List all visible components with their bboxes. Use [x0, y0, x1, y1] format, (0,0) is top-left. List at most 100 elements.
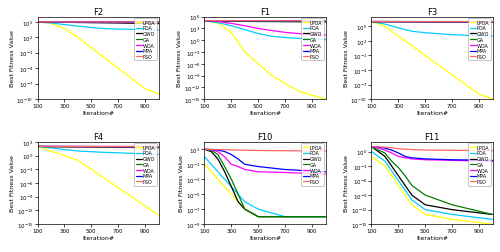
MPA [309, 20, 315, 23]
LPOA [296, 90, 302, 93]
LPOA [228, 193, 234, 196]
LPOA [490, 223, 496, 226]
LPOA [462, 84, 468, 87]
GWO [490, 213, 496, 216]
POA [202, 156, 207, 159]
WOA [309, 34, 315, 37]
GA [48, 145, 54, 148]
GA [388, 160, 394, 163]
PSO [115, 145, 121, 148]
GWO [202, 148, 207, 151]
PSO [422, 149, 428, 152]
MPA [75, 21, 81, 24]
MPA [382, 21, 388, 24]
GA [62, 145, 68, 148]
MPA [282, 20, 288, 23]
X-axis label: Iteration#: Iteration# [82, 235, 114, 240]
PSO [368, 146, 374, 149]
PSO [242, 149, 248, 152]
X-axis label: Iteration#: Iteration# [249, 110, 281, 115]
WOA [282, 171, 288, 174]
GWO [34, 145, 40, 148]
MPA [449, 159, 455, 162]
GA [115, 22, 121, 25]
WOA [409, 21, 415, 24]
Title: F4: F4 [93, 133, 103, 142]
GA [128, 22, 134, 25]
Line: GWO: GWO [38, 147, 158, 148]
GA [62, 21, 68, 24]
POA [322, 39, 328, 42]
Line: GA: GA [204, 21, 326, 23]
GA [449, 203, 455, 206]
LPOA [422, 213, 428, 216]
Legend: LPOA, POA, GWO, GA, WOA, MPA, PSO: LPOA, POA, GWO, GA, WOA, MPA, PSO [301, 19, 324, 61]
POA [242, 29, 248, 32]
MPA [256, 20, 262, 23]
GWO [490, 22, 496, 25]
POA [156, 153, 162, 156]
WOA [222, 156, 228, 159]
PSO [422, 21, 428, 24]
LPOA [48, 150, 54, 153]
GA [322, 21, 328, 24]
GA [490, 213, 496, 216]
WOA [34, 145, 40, 148]
GA [282, 21, 288, 24]
POA [115, 152, 121, 155]
GA [396, 166, 402, 169]
WOA [396, 21, 402, 24]
POA [115, 28, 121, 32]
MPA [208, 148, 214, 151]
WOA [375, 147, 381, 150]
WOA [142, 146, 148, 149]
MPA [409, 21, 415, 24]
POA [62, 148, 68, 151]
MPA [322, 20, 328, 23]
LPOA [402, 194, 408, 197]
MPA [102, 21, 107, 24]
GA [409, 21, 415, 24]
PSO [256, 149, 262, 152]
WOA [382, 149, 388, 152]
POA [256, 33, 262, 36]
MPA [202, 148, 207, 151]
LPOA [268, 75, 274, 78]
PSO [75, 21, 81, 24]
MPA [75, 145, 81, 148]
Line: WOA: WOA [204, 150, 326, 174]
MPA [222, 150, 228, 153]
GA [296, 21, 302, 24]
GWO [422, 203, 428, 206]
WOA [88, 21, 94, 24]
GWO [322, 215, 328, 218]
PSO [396, 21, 402, 24]
Line: GWO: GWO [204, 21, 326, 23]
GA [396, 21, 402, 24]
MPA [242, 20, 248, 23]
LPOA [242, 51, 248, 54]
MPA [102, 145, 107, 148]
GA [242, 208, 248, 211]
POA [282, 215, 288, 218]
Title: F1: F1 [260, 8, 270, 17]
GWO [282, 215, 288, 218]
MPA [62, 145, 68, 148]
POA [228, 25, 234, 28]
PSO [156, 145, 162, 148]
POA [490, 218, 496, 221]
PSO [449, 149, 455, 152]
GWO [115, 22, 121, 25]
GA [34, 21, 40, 24]
WOA [382, 21, 388, 24]
LPOA [476, 93, 482, 96]
MPA [476, 21, 482, 24]
GWO [48, 21, 54, 24]
POA [102, 28, 107, 31]
WOA [256, 28, 262, 31]
GWO [242, 208, 248, 211]
PSO [62, 21, 68, 24]
Legend: LPOA, POA, GWO, GA, WOA, MPA, PSO: LPOA, POA, GWO, GA, WOA, MPA, PSO [134, 19, 157, 61]
POA [476, 35, 482, 38]
WOA [422, 21, 428, 24]
